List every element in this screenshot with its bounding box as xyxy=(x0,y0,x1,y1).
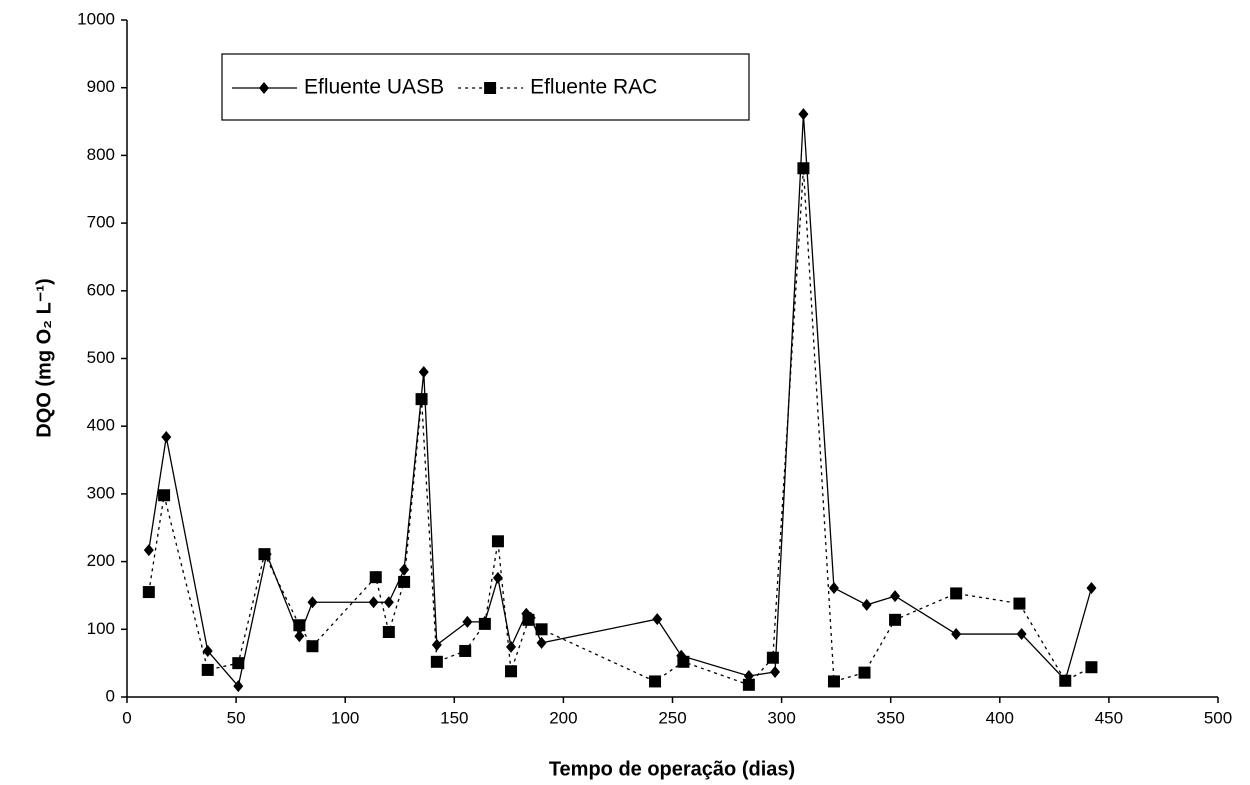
point xyxy=(368,596,379,609)
point xyxy=(462,615,473,628)
y-tick-label: 500 xyxy=(87,348,115,367)
point xyxy=(797,162,810,175)
point xyxy=(233,680,244,693)
point xyxy=(798,108,809,121)
x-axis-label: Tempo de operação (dias) xyxy=(549,758,795,780)
point xyxy=(492,571,503,584)
point xyxy=(889,613,902,626)
x-tick-label: 350 xyxy=(877,708,905,727)
point xyxy=(828,582,839,595)
y-axis-label: DQO (mg O₂ L⁻¹) xyxy=(33,278,55,437)
y-tick-label: 0 xyxy=(106,686,115,705)
x-tick-label: 100 xyxy=(331,708,359,727)
point xyxy=(142,586,155,599)
y-tick-label: 300 xyxy=(87,483,115,502)
legend-marker xyxy=(259,82,269,94)
point xyxy=(505,665,518,678)
point xyxy=(478,617,491,630)
point xyxy=(1086,582,1097,595)
point xyxy=(535,623,548,636)
point xyxy=(232,657,245,670)
point xyxy=(1016,628,1027,641)
point xyxy=(201,663,214,676)
point xyxy=(536,636,547,649)
point xyxy=(858,666,871,679)
legend-marker xyxy=(484,82,497,94)
point xyxy=(307,596,318,609)
point xyxy=(951,628,962,641)
point xyxy=(202,644,213,657)
point xyxy=(459,644,472,657)
point xyxy=(522,613,535,626)
point xyxy=(1013,597,1026,610)
point xyxy=(382,626,395,639)
point xyxy=(306,640,319,653)
x-tick-label: 200 xyxy=(549,708,577,727)
point xyxy=(677,655,690,668)
y-tick-label: 600 xyxy=(87,280,115,299)
point xyxy=(161,431,172,444)
legend-label: Efluente RAC xyxy=(530,76,657,99)
y-tick-label: 900 xyxy=(87,77,115,96)
point xyxy=(430,655,443,668)
legend-label: Efluente UASB xyxy=(304,76,444,99)
point xyxy=(827,675,840,688)
point xyxy=(369,571,382,584)
point xyxy=(418,366,429,379)
point xyxy=(398,575,411,588)
point xyxy=(158,489,171,502)
point xyxy=(258,548,271,561)
point xyxy=(861,598,872,611)
point xyxy=(383,596,394,609)
y-tick-label: 200 xyxy=(87,551,115,570)
point xyxy=(415,393,428,406)
x-tick-label: 250 xyxy=(658,708,686,727)
series-line xyxy=(148,168,1092,686)
point xyxy=(1085,661,1098,674)
x-tick-label: 300 xyxy=(767,708,795,727)
y-tick-label: 700 xyxy=(87,213,115,232)
y-tick-label: 800 xyxy=(87,145,115,164)
point xyxy=(766,651,779,664)
x-tick-label: 500 xyxy=(1204,708,1232,727)
point xyxy=(431,638,442,651)
point xyxy=(742,678,755,691)
point xyxy=(293,619,306,632)
point xyxy=(399,563,410,576)
point xyxy=(294,630,305,643)
point xyxy=(950,587,963,600)
series-line xyxy=(148,114,1093,688)
x-tick-label: 150 xyxy=(440,708,468,727)
point xyxy=(506,640,517,653)
point xyxy=(1059,674,1072,687)
y-tick-label: 1000 xyxy=(77,9,115,28)
point xyxy=(770,665,781,678)
y-tick-label: 400 xyxy=(87,416,115,435)
point xyxy=(491,535,504,548)
x-tick-label: 450 xyxy=(1095,708,1123,727)
x-tick-label: 0 xyxy=(122,708,131,727)
point xyxy=(652,613,663,626)
y-tick-label: 100 xyxy=(87,619,115,638)
x-tick-label: 50 xyxy=(227,708,246,727)
point xyxy=(649,675,662,688)
x-tick-label: 400 xyxy=(986,708,1014,727)
point xyxy=(143,544,154,557)
point xyxy=(890,590,901,603)
